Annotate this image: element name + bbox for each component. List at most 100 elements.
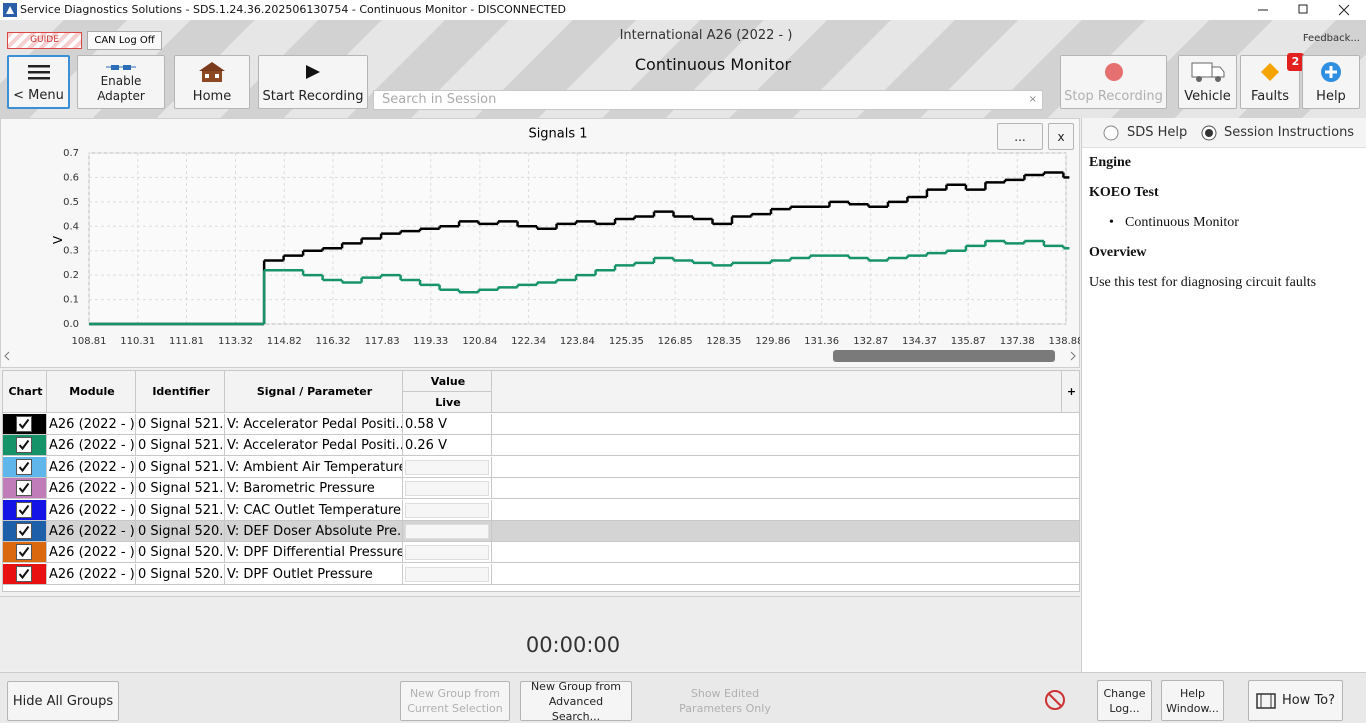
truck-icon — [1191, 62, 1224, 82]
chart-scrollbar[interactable] — [0, 348, 1080, 362]
chart-checkbox[interactable] — [16, 437, 32, 454]
new-group-selection-button[interactable]: New Group from Current Selection — [400, 681, 510, 721]
feedback-link[interactable]: Feedback... — [1302, 33, 1360, 44]
search-input[interactable]: Search in Session × — [373, 90, 1043, 110]
help-heading: Engine — [1089, 155, 1132, 170]
chart-color-cell[interactable] — [3, 521, 47, 542]
x-tick-label: 128.35 — [706, 336, 741, 347]
x-tick-label: 131.36 — [804, 336, 839, 347]
module-cell: A26 (2022 - ) — [47, 456, 136, 478]
checkbox-check — [18, 418, 30, 430]
column-header: Value — [403, 371, 492, 392]
help-overview-title: Overview — [1089, 245, 1147, 260]
home-label: Home — [192, 89, 232, 104]
help-button[interactable]: Help — [1302, 55, 1360, 109]
module-cell: A26 (2022 - ) — [47, 414, 136, 435]
chart-close-button[interactable]: x — [1048, 123, 1074, 150]
value-cell — [403, 563, 492, 585]
radio-sds-help[interactable] — [1103, 125, 1119, 141]
y-tick-label: 0.0 — [63, 319, 79, 330]
fault-icon — [1261, 63, 1279, 81]
chart-checkbox[interactable] — [16, 458, 32, 475]
value-empty-box — [405, 481, 489, 497]
radio-session-instructions[interactable] — [1201, 125, 1217, 141]
identifier-cell: 0 Signal 520... — [136, 521, 225, 542]
show-edited-button[interactable]: Show Edited Parameters Only — [670, 681, 780, 721]
show-edited-label: Show Edited Parameters Only — [679, 687, 771, 715]
value-empty-box — [405, 524, 489, 539]
identifier-cell: 0 Signal 521... — [136, 499, 225, 521]
vehicle-button[interactable]: Vehicle — [1178, 55, 1237, 109]
start-recording-label: Start Recording — [262, 89, 364, 104]
identifier-cell: 0 Signal 520... — [136, 542, 225, 564]
value-cell: 0.58 V — [403, 414, 492, 435]
y-tick-label: 0.1 — [63, 295, 79, 306]
hide-groups-button[interactable]: Hide All Groups — [7, 681, 119, 721]
window-controls[interactable] — [1250, 0, 1366, 20]
chart-checkbox[interactable] — [16, 416, 32, 432]
new-group-selection-label: New Group from Current Selection — [407, 687, 503, 715]
chart-checkbox[interactable] — [16, 501, 32, 518]
chart-color-cell[interactable] — [3, 499, 47, 521]
can-log-button[interactable]: CAN Log Off — [87, 31, 162, 50]
column-header: Chart — [3, 371, 47, 413]
chart-more-button[interactable]: ... — [997, 123, 1043, 150]
help-window-button[interactable]: Help Window... — [1161, 680, 1224, 721]
value-cell — [403, 478, 492, 500]
y-tick-label: 0.6 — [63, 172, 79, 183]
value-empty-box — [405, 566, 489, 582]
search-clear[interactable]: × — [1028, 94, 1037, 105]
x-tick-label: 126.85 — [658, 336, 693, 347]
chart-color-cell[interactable] — [3, 542, 47, 564]
chart-close-label: x — [1057, 129, 1065, 144]
tab-sds-help[interactable]: SDS Help — [1127, 125, 1188, 140]
row-filler — [492, 521, 1079, 542]
signal-cell: V: Accelerator Pedal Positi... — [225, 414, 403, 435]
chart-color-cell[interactable] — [3, 414, 47, 435]
vehicle-label: International A26 (2022 - ) — [619, 28, 793, 43]
new-group-search-label: New Group from Advanced Search... — [530, 679, 622, 723]
identifier-cell: 0 Signal 521... — [136, 478, 225, 500]
signal-cell: V: CAC Outlet Temperature — [225, 499, 403, 521]
chart-checkbox[interactable] — [16, 480, 32, 497]
add-column-button[interactable]: + — [1062, 371, 1079, 413]
footer: Hide All Groups New Group from Current S… — [0, 672, 1366, 723]
play-icon — [306, 65, 320, 79]
chart-color-cell[interactable] — [3, 478, 47, 500]
x-tick-label: 132.87 — [853, 336, 888, 347]
module-cell: A26 (2022 - ) — [47, 521, 136, 542]
chart-checkbox[interactable] — [16, 523, 32, 539]
column-header: Identifier — [136, 371, 225, 413]
tab-session-instructions[interactable]: Session Instructions — [1224, 125, 1355, 140]
chart-more-label: ... — [1014, 129, 1026, 144]
y-tick-label: 0.3 — [63, 246, 79, 257]
page-title: Continuous Monitor — [634, 55, 792, 74]
enable-adapter-label: Enable Adapter — [97, 74, 145, 103]
how-to-button[interactable]: How To? — [1248, 680, 1343, 721]
title-bar: Service Diagnostics Solutions - SDS.1.24… — [0, 0, 1366, 20]
change-log-button[interactable]: Change Log... — [1097, 680, 1152, 721]
scrollbar-graphic — [4, 350, 1076, 362]
menu-button[interactable]: < Menu — [7, 55, 70, 109]
chart-color-cell[interactable] — [3, 563, 47, 585]
module-cell: A26 (2022 - ) — [47, 563, 136, 585]
home-button[interactable]: Home — [174, 55, 250, 109]
x-tick-label: 111.81 — [169, 336, 204, 347]
guide-button[interactable]: GUIDE — [7, 32, 82, 49]
identifier-cell: 0 Signal 521... — [136, 435, 225, 457]
enable-adapter-button[interactable]: Enable Adapter — [77, 55, 165, 109]
how-to-label: How To? — [1281, 693, 1336, 708]
y-tick-label: 0.5 — [63, 197, 79, 208]
stop-recording-button[interactable]: Stop Recording — [1060, 55, 1167, 109]
chart-color-cell[interactable] — [3, 456, 47, 478]
start-recording-button[interactable]: Start Recording — [258, 55, 368, 109]
chart-checkbox[interactable] — [16, 565, 32, 582]
chart-checkbox[interactable] — [16, 544, 32, 561]
new-group-search-button[interactable]: New Group from Advanced Search... — [520, 679, 632, 723]
chart-color-cell[interactable] — [3, 435, 47, 457]
home-icon — [199, 62, 225, 82]
value-empty-box — [405, 502, 489, 518]
x-tick-label: 123.84 — [560, 336, 595, 347]
x-tick-label: 120.84 — [462, 336, 497, 347]
help-icon — [1321, 62, 1341, 82]
